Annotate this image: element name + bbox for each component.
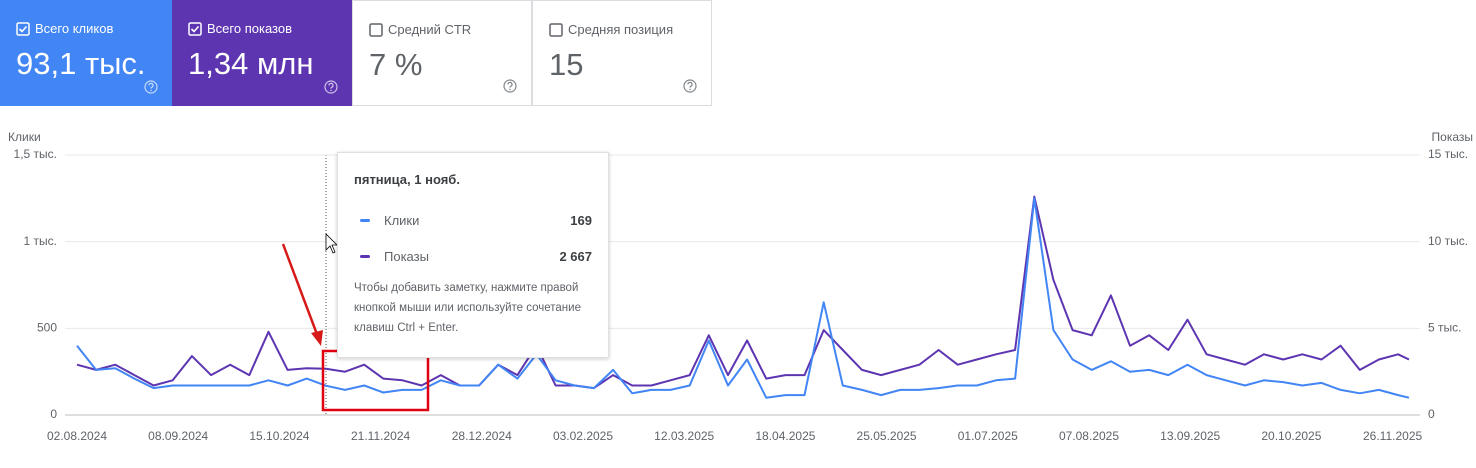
x-tick-label: 02.08.2024 (47, 429, 107, 443)
x-tick-label: 13.09.2025 (1160, 429, 1220, 443)
x-tick-label: 25.05.2025 (857, 429, 917, 443)
x-tick-label: 01.07.2025 (958, 429, 1018, 443)
series-line (76, 195, 1410, 390)
y-tick-label: 1,5 тыс. (14, 147, 57, 161)
tooltip-value: 169 (570, 213, 592, 228)
legend-swatch (360, 255, 370, 258)
y-tick-label: 0 (50, 407, 57, 421)
arrow (281, 243, 320, 338)
metric-value: 93,1 тыс. (16, 46, 146, 81)
metric-label: Всего кликов (35, 21, 114, 36)
help-icon[interactable] (683, 79, 697, 93)
y2-tick-label: 10 тыс. (1428, 234, 1468, 248)
metric-label: Средний CTR (388, 22, 472, 37)
metric-card[interactable]: Всего кликов 93,1 тыс. (0, 0, 172, 106)
x-tick-label: 03.02.2025 (553, 429, 613, 443)
help-icon[interactable] (503, 79, 517, 93)
checkbox[interactable] (369, 23, 383, 37)
y2-tick-label: 0 (1428, 407, 1435, 421)
tooltip: пятница, 1 нояб. Чтобы добавить заметку,… (337, 152, 609, 358)
metric-value: 7 % (369, 47, 423, 82)
checkbox[interactable] (188, 22, 202, 36)
metric-value: 15 (549, 47, 584, 82)
y-tick-label: 500 (37, 321, 57, 335)
x-tick-label: 12.03.2025 (654, 429, 714, 443)
metric-card[interactable]: Всего показов 1,34 млн (172, 0, 352, 106)
help-icon[interactable] (324, 80, 338, 94)
metric-label: Всего показов (207, 21, 292, 36)
x-tick-label: 20.10.2025 (1261, 429, 1321, 443)
metric-value: 1,34 млн (188, 46, 314, 81)
arrow-head (311, 330, 323, 346)
x-tick-label: 18.04.2025 (755, 429, 815, 443)
y-axis-title: Клики (8, 130, 41, 144)
legend-swatch (360, 219, 370, 222)
metric-label: Средняя позиция (568, 22, 674, 37)
metric-card[interactable]: Средняя позиция 15 (532, 0, 712, 106)
checkbox[interactable] (16, 22, 30, 36)
tooltip-value: 2 667 (559, 249, 592, 264)
tooltip-series-name: Показы (384, 249, 429, 264)
cursor (325, 233, 338, 254)
tooltip-note: Чтобы добавить заметку, нажмите правой к… (354, 282, 581, 334)
y2-tick-label: 5 тыс. (1428, 321, 1461, 335)
highlight-box (321, 349, 430, 412)
x-tick-label: 28.12.2024 (452, 429, 512, 443)
help-icon[interactable] (144, 80, 158, 94)
checkbox[interactable] (549, 23, 563, 37)
y-tick-label: 1 тыс. (24, 234, 57, 248)
metric-card[interactable]: Средний CTR 7 % (352, 0, 532, 106)
y2-tick-label: 15 тыс. (1428, 147, 1468, 161)
x-tick-label: 07.08.2025 (1059, 429, 1119, 443)
series-line (76, 197, 1410, 399)
y2-axis-title: Показы (1432, 130, 1473, 144)
x-tick-label: 15.10.2024 (249, 429, 309, 443)
x-tick-label: 21.11.2024 (351, 429, 410, 443)
plot: Клики Показы 0 500 1 тыс. 1,5 тыс. 0 5 тыс. 10 т… (8, 130, 1473, 443)
x-tick-label: 26.11.2025 (1363, 429, 1422, 443)
x-tick-label: 08.09.2024 (148, 429, 208, 443)
tooltip-title: пятница, 1 нояб. (354, 172, 460, 187)
tooltip-series-name: Клики (384, 213, 420, 228)
